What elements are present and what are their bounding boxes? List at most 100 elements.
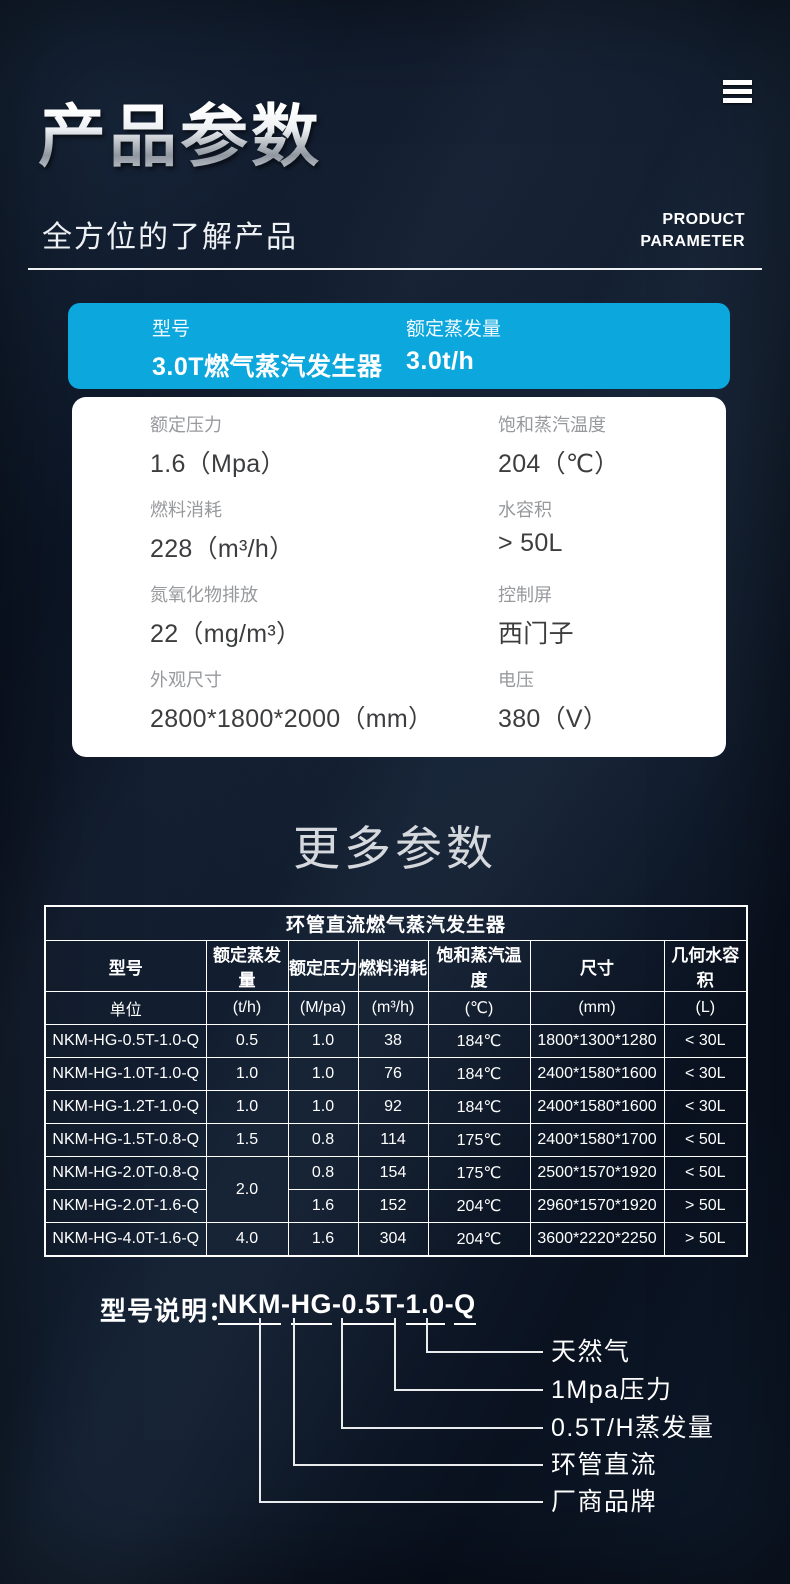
highlight-label: 型号 [152, 319, 191, 340]
model-separator: - [444, 1289, 455, 1319]
cell-evap: 4.0 [205, 1222, 289, 1257]
cell-pressure: 1.0 [287, 1057, 359, 1091]
cell-size: 2960*1570*1920 [529, 1189, 665, 1223]
cell-volume: > 50L [663, 1222, 748, 1257]
cell-pressure: 1.6 [287, 1189, 359, 1223]
cell-size: 2400*1580*1700 [529, 1123, 665, 1157]
page-subtitle: 全方位的了解产品 [42, 221, 298, 254]
spec-value: > 50L [498, 528, 563, 557]
highlight-label: 额定蒸发量 [406, 319, 502, 340]
cell-volume: > 50L [663, 1189, 748, 1223]
cell-evap-merged: 2.0 [205, 1156, 289, 1223]
cell-size: 2400*1580*1600 [529, 1057, 665, 1091]
spec-label: 外观尺寸 [150, 670, 222, 690]
callout-line [394, 1389, 543, 1391]
spec-label: 控制屏 [498, 585, 552, 605]
divider-line [28, 268, 762, 270]
spec-value: 2800*1800*2000（mm） [150, 704, 434, 733]
page-subtitle-en: PRODUCT PARAMETER [640, 211, 745, 251]
model-segment-type: HG [290, 1289, 332, 1325]
callout-label-brand: 厂商品牌 [551, 1488, 658, 1516]
cell-volume: < 50L [663, 1123, 748, 1157]
cell-pressure: 0.8 [287, 1156, 359, 1190]
model-separator: - [281, 1289, 291, 1319]
col-header: 型号 [44, 940, 207, 992]
model-segment-capacity: 0.5T [341, 1289, 397, 1325]
callout-line [259, 1318, 261, 1503]
spec-value: 228（m³/h） [150, 534, 295, 563]
cell-fuel: 92 [357, 1090, 429, 1124]
cell-evap: 1.0 [205, 1057, 289, 1091]
table-title: 环管直流燃气蒸汽发生器 [44, 905, 748, 941]
model-segment-gas: Q [454, 1289, 476, 1325]
callout-line [259, 1501, 543, 1503]
unit-cell: (L) [663, 991, 748, 1025]
table-header-row: 型号 额定蒸发量 额定压力 燃料消耗 饱和蒸汽温度 尺寸 几何水容积 [44, 940, 748, 992]
unit-cell: (mm) [529, 991, 665, 1025]
page-title: 产品参数 [38, 99, 323, 175]
callout-label-capacity: 0.5T/H蒸发量 [551, 1414, 715, 1442]
cell-model: NKM-HG-2.0T-1.6-Q [44, 1189, 207, 1223]
callout-line [394, 1318, 396, 1391]
callout-line [341, 1318, 343, 1429]
col-header: 燃料消耗 [357, 940, 429, 992]
cell-size: 2400*1580*1600 [529, 1090, 665, 1124]
spec-label: 饱和蒸汽温度 [498, 415, 606, 435]
spec-item: 外观尺寸 2800*1800*2000（mm） [72, 670, 498, 755]
unit-cell: (M/pa) [287, 991, 359, 1025]
model-separator: - [332, 1289, 342, 1319]
table-unit-row: 单位 (t/h) (M/pa) (m³/h) (℃) (mm) (L) [44, 991, 748, 1025]
cell-volume: < 30L [663, 1024, 748, 1058]
callout-line [426, 1318, 428, 1353]
spec-item: 水容积 > 50L [498, 500, 726, 585]
cell-volume: < 50L [663, 1156, 748, 1190]
cell-fuel: 154 [357, 1156, 429, 1190]
cell-model: NKM-HG-0.5T-1.0-Q [44, 1024, 207, 1058]
cell-evap: 0.5 [205, 1024, 289, 1058]
cell-volume: < 30L [663, 1090, 748, 1124]
table-row: NKM-HG-1.5T-0.8-Q 1.5 0.8 114 175℃ 2400*… [44, 1123, 748, 1157]
cell-model: NKM-HG-1.5T-0.8-Q [44, 1123, 207, 1157]
table-row: NKM-HG-2.0T-0.8-Q 2.0 0.8 154 175℃ 2500*… [44, 1156, 748, 1223]
cell-temp: 184℃ [427, 1090, 531, 1124]
hamburger-menu-icon[interactable] [723, 80, 752, 107]
cell-temp: 175℃ [427, 1156, 531, 1190]
cell-size: 3600*2220*2250 [529, 1222, 665, 1257]
model-segment-brand: NKM [218, 1289, 281, 1325]
col-header: 几何水容积 [663, 940, 748, 992]
menu-bar [723, 98, 752, 103]
cell-temp: 175℃ [427, 1123, 531, 1157]
spec-value: 1.6（Mpa） [150, 449, 286, 478]
cell-fuel: 76 [357, 1057, 429, 1091]
col-header: 尺寸 [529, 940, 665, 992]
unit-cell: (t/h) [205, 991, 289, 1025]
cell-model: NKM-HG-1.2T-1.0-Q [44, 1090, 207, 1124]
cell-fuel: 114 [357, 1123, 429, 1157]
model-highlight-card: 型号 3.0T燃气蒸汽发生器 额定蒸发量 3.0t/h [68, 303, 730, 389]
model-legend-prefix: 型号说明： [100, 1296, 236, 1326]
cell-model: NKM-HG-4.0T-1.6-Q [44, 1222, 207, 1257]
callout-label-gas: 天然气 [551, 1338, 631, 1366]
model-segment-pressure: 1.0 [405, 1289, 445, 1325]
cell-model: NKM-HG-1.0T-1.0-Q [44, 1057, 207, 1091]
cell-temp: 184℃ [427, 1057, 531, 1091]
callout-line [426, 1351, 543, 1353]
menu-bar [723, 89, 752, 94]
spec-item: 饱和蒸汽温度 204（℃） [498, 415, 726, 500]
cell-pressure: 1.0 [287, 1090, 359, 1124]
spec-value: 22（mg/m³） [150, 619, 302, 648]
table-row: NKM-HG-1.0T-1.0-Q 1.0 1.0 76 184℃ 2400*1… [44, 1057, 748, 1091]
spec-item: 燃料消耗 228（m³/h） [72, 500, 498, 585]
table-row: NKM-HG-2.0T-1.6-Q 1.6 152 204℃ 2960*1570… [44, 1189, 748, 1223]
spec-card: 额定压力 1.6（Mpa） 饱和蒸汽温度 204（℃） 燃料消耗 228（m³/… [72, 397, 726, 757]
spec-value: 380（V） [498, 704, 609, 733]
cell-temp: 184℃ [427, 1024, 531, 1058]
highlight-item-model: 型号 3.0T燃气蒸汽发生器 [68, 303, 406, 383]
highlight-item-evaporation: 额定蒸发量 3.0t/h [406, 303, 501, 376]
cell-size: 1800*1300*1280 [529, 1024, 665, 1058]
cell-pressure: 0.8 [287, 1123, 359, 1157]
model-legend-code: NKM-HG-0.5T-1.0-Q [218, 1289, 476, 1325]
table-title-row: 环管直流燃气蒸汽发生器 [44, 905, 748, 941]
cell-temp: 204℃ [427, 1189, 531, 1223]
